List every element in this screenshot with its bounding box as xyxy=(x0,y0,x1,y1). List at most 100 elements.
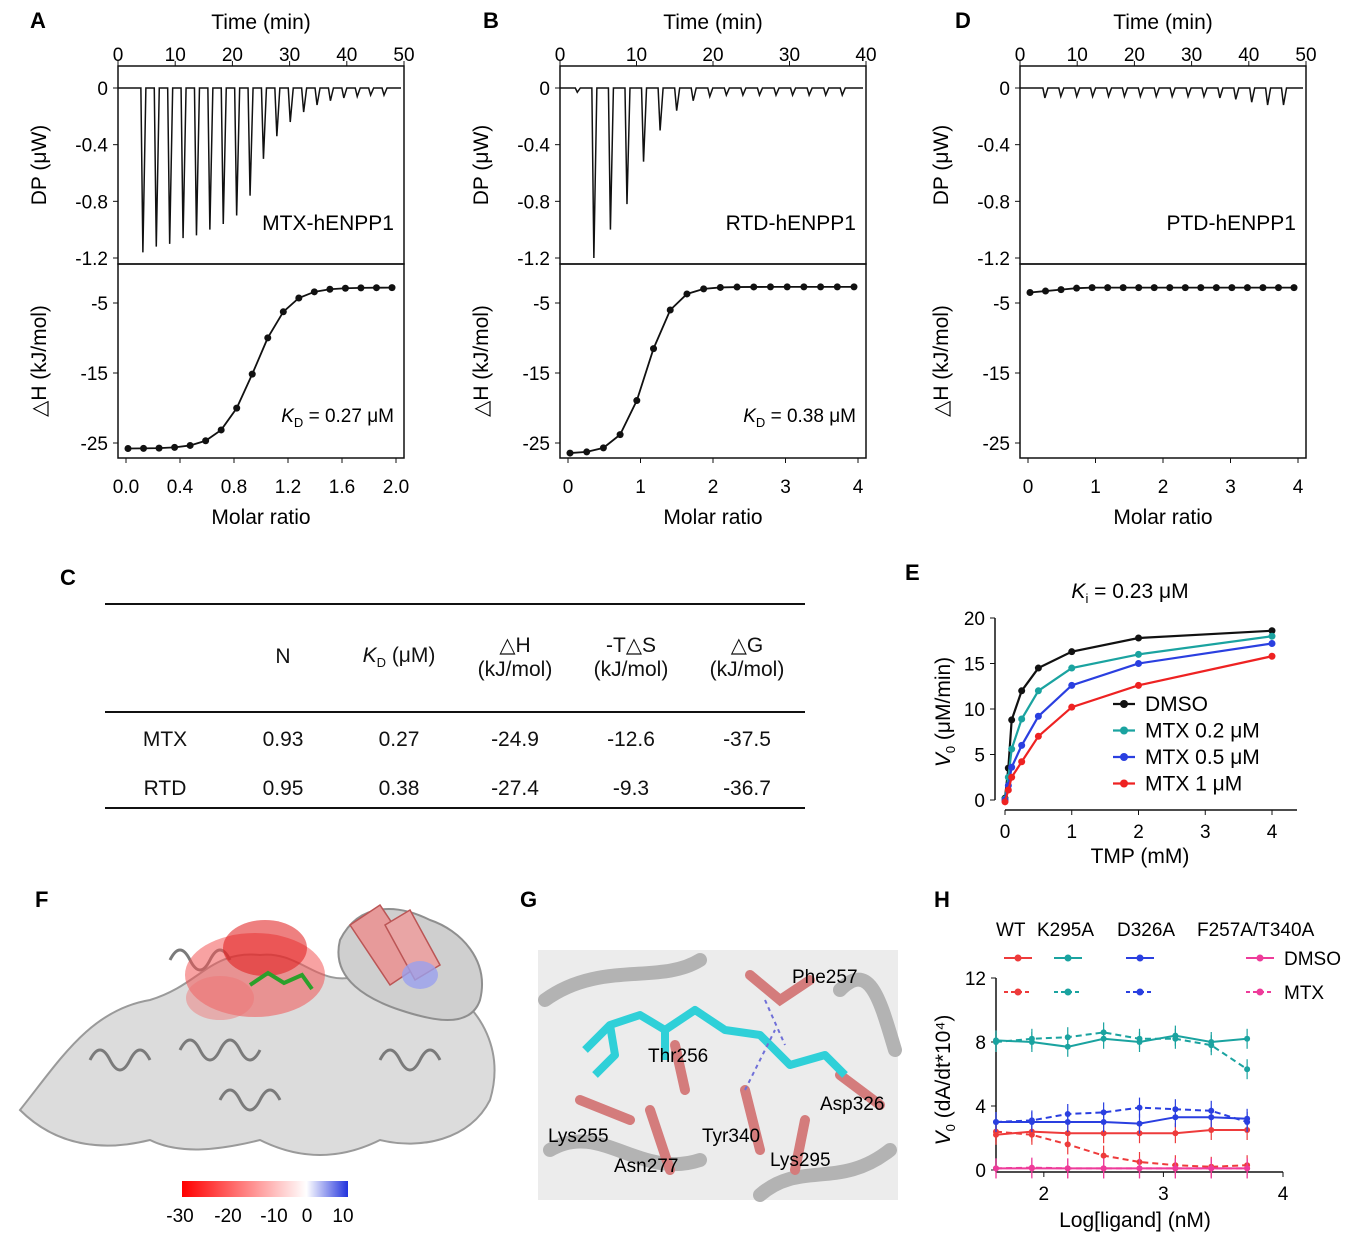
table-header-n: N xyxy=(275,645,291,668)
blue-surface-patch xyxy=(402,961,438,989)
dh-point xyxy=(310,288,318,296)
legend-marker xyxy=(1136,988,1144,996)
dh-point xyxy=(1073,284,1081,292)
data-point xyxy=(1100,1029,1107,1036)
data-point xyxy=(1135,650,1142,658)
colorbar-tick: -30 xyxy=(166,1206,193,1227)
table-cell: -12.6 xyxy=(607,728,655,751)
residue-sticks xyxy=(575,970,885,1175)
legend-marker xyxy=(1136,954,1144,962)
data-point xyxy=(1208,1165,1215,1172)
top-tick-label: 20 xyxy=(1124,45,1145,66)
residue-label: Phe257 xyxy=(792,967,858,988)
dh-point xyxy=(783,283,791,291)
table-header-dh: △H (kJ/mol) xyxy=(477,633,553,681)
legend-column-label: F257A/T340A xyxy=(1197,920,1315,941)
dh-point xyxy=(357,284,365,292)
dh-point xyxy=(233,404,241,412)
dh-tick-label: -15 xyxy=(983,364,1010,385)
dh-point xyxy=(683,290,691,298)
colorbar xyxy=(182,1181,348,1197)
dh-point xyxy=(850,283,858,291)
dh-point xyxy=(295,294,303,302)
legend-row-label: DMSO xyxy=(1284,949,1341,970)
dh-point xyxy=(566,449,574,457)
dh-axis-label: △H (kJ/mol) xyxy=(930,305,953,417)
residue-label: Asn277 xyxy=(614,1156,678,1177)
x-tick-label: 1.2 xyxy=(275,477,301,498)
top-tick-label: 10 xyxy=(626,45,647,66)
data-point xyxy=(1001,798,1009,806)
dh-point xyxy=(1166,284,1174,292)
itc-panels: Time (min)0 10 20 30 40 500-0.4-0.8-1.2-5-15-… xyxy=(28,11,1317,529)
table-cell: RTD xyxy=(143,777,187,800)
data-point xyxy=(1100,1109,1107,1116)
data-point xyxy=(993,1119,999,1125)
residue-label: Tyr340 xyxy=(702,1126,760,1147)
data-point xyxy=(1008,763,1016,771)
data-point xyxy=(1136,1104,1143,1111)
top-tick-label: 30 xyxy=(779,45,800,66)
data-point xyxy=(1172,1165,1179,1172)
sample-label: MTX-hENPP1 xyxy=(262,212,394,235)
x-axis-label: Molar ratio xyxy=(211,506,310,529)
table-cell: MTX xyxy=(142,728,188,751)
series-line xyxy=(995,1031,1248,1071)
x-tick-label: 4 xyxy=(1278,1184,1289,1205)
thermo-table: N KD (μM) △H (kJ/mol) -T△S (kJ/mol) △G (kJ/… xyxy=(105,604,805,813)
legend-row-label: MTX xyxy=(1284,983,1324,1004)
x-tick-label: 2.0 xyxy=(383,477,409,498)
residue-label: Lys295 xyxy=(770,1150,831,1171)
x-tick-label: 1 xyxy=(635,477,646,498)
data-point xyxy=(1172,1035,1179,1042)
data-point xyxy=(1135,681,1142,689)
data-point xyxy=(1208,1107,1215,1114)
dh-point xyxy=(750,283,758,291)
x-tick-label: 0 xyxy=(1000,822,1011,843)
series-line xyxy=(995,1034,1248,1048)
x-axis-label: Molar ratio xyxy=(663,506,762,529)
ribbon-backdrop xyxy=(538,953,902,1202)
data-point xyxy=(1068,681,1076,689)
dp-tick-label: -0.8 xyxy=(977,192,1010,213)
legend-marker xyxy=(1064,954,1072,962)
table-cell: 0.27 xyxy=(378,728,420,751)
x-tick-label: 0 xyxy=(1023,477,1034,498)
table-cell: -37.5 xyxy=(723,728,771,751)
legend-marker xyxy=(1064,988,1072,996)
data-point xyxy=(1244,1119,1251,1125)
x-tick-label: 1 xyxy=(1066,822,1077,843)
data-point xyxy=(1136,1165,1143,1172)
x-tick-label: 0.4 xyxy=(167,477,194,498)
data-point xyxy=(1135,660,1142,667)
panel-label-G: G xyxy=(520,887,537,912)
data-point xyxy=(1172,1130,1179,1137)
table-cell: -24.9 xyxy=(491,728,539,751)
x-tick-label: 1.6 xyxy=(329,477,355,498)
top-tick-label: 0 xyxy=(555,45,566,66)
y-tick-label: 0 xyxy=(975,1161,986,1182)
data-point xyxy=(1018,715,1026,723)
dh-point xyxy=(616,431,624,439)
x-tick-label: 4 xyxy=(1293,477,1304,498)
dh-point xyxy=(1181,284,1189,292)
data-point xyxy=(1136,1120,1143,1127)
x-tick-label: 2 xyxy=(1133,822,1144,843)
legend-label: DMSO xyxy=(1145,693,1208,716)
x-tick-label: 2 xyxy=(1158,477,1169,498)
dh-point xyxy=(1259,284,1267,292)
dh-point xyxy=(800,283,808,291)
table-cell: 0.95 xyxy=(262,777,304,800)
data-point xyxy=(993,1165,999,1172)
dh-tick-label: -25 xyxy=(523,434,550,455)
top-tick-label: 40 xyxy=(855,45,876,66)
kd-label: KD = 0.27 μM xyxy=(281,406,394,430)
table-top-rule xyxy=(105,603,805,605)
dh-tick-label: -15 xyxy=(81,364,108,385)
data-point xyxy=(1135,634,1142,642)
dh-point xyxy=(1243,284,1251,292)
legend-column-label: D326A xyxy=(1117,920,1175,941)
data-point xyxy=(1034,664,1042,672)
series-line xyxy=(995,1166,1248,1170)
